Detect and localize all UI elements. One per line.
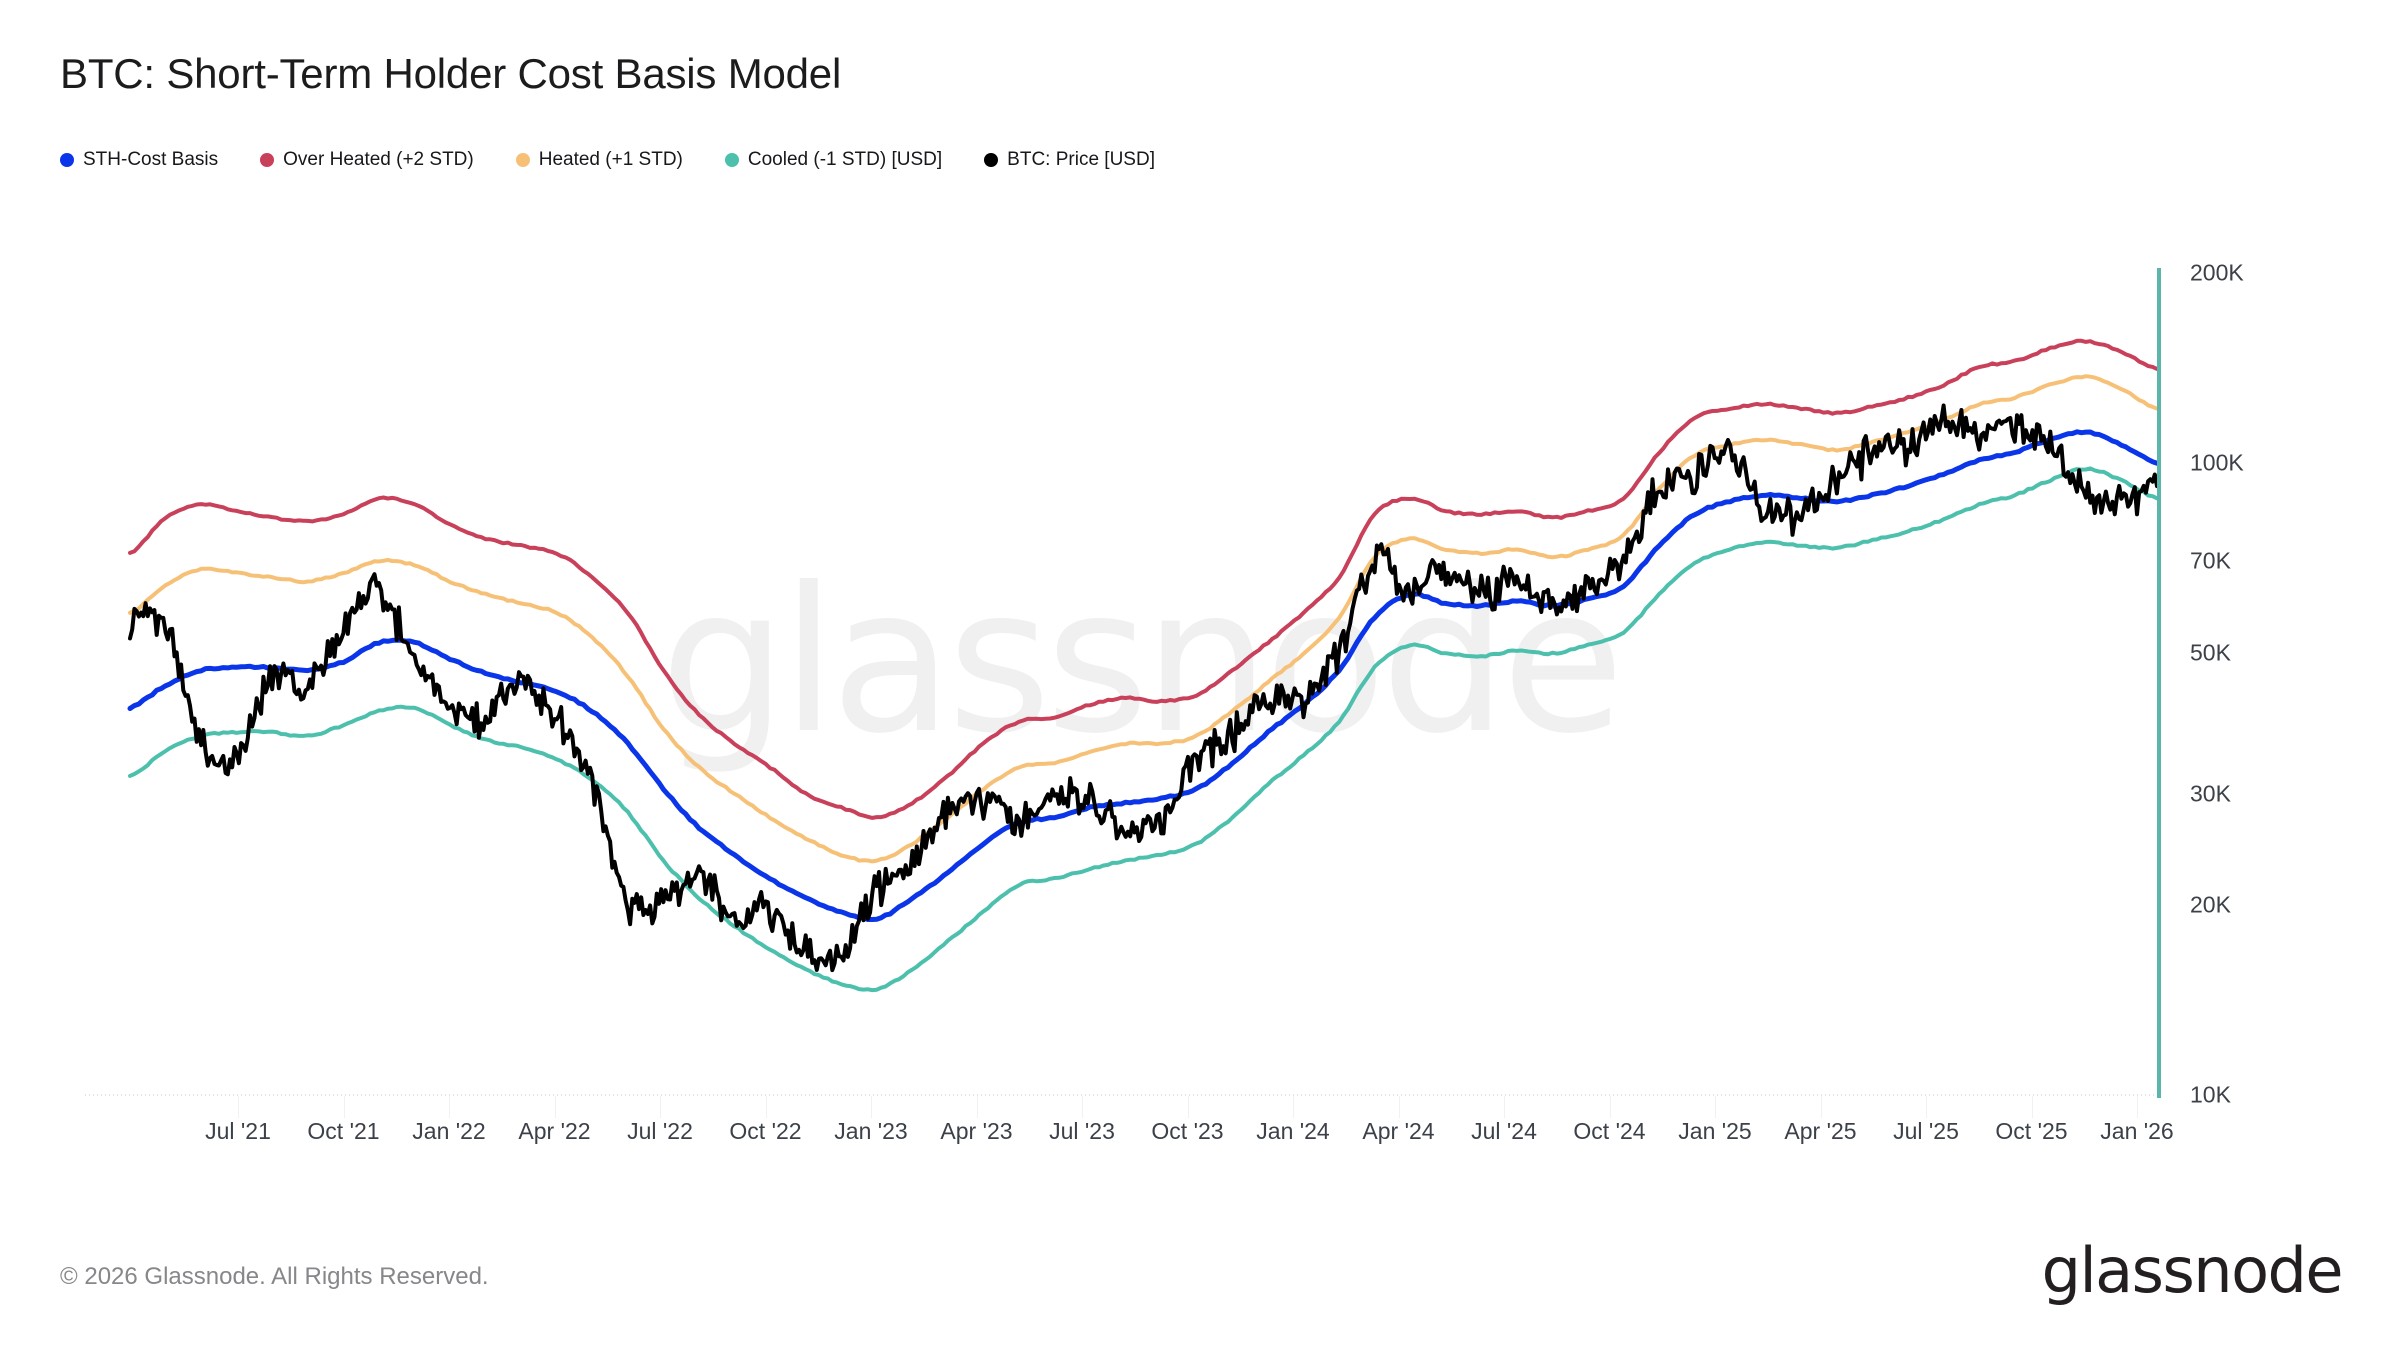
x-axis-tick-label: Jan '22 xyxy=(412,1118,486,1144)
x-axis-tick-label: Jul '23 xyxy=(1049,1118,1115,1144)
y-axis-tick-label: 30K xyxy=(2190,780,2231,807)
y-axis-tick-label: 100K xyxy=(2190,449,2244,476)
x-axis-gridline xyxy=(976,1096,978,1118)
series-line-cooled-1-std-usd xyxy=(128,466,2159,993)
x-axis-gridline xyxy=(1082,1096,1083,1118)
x-axis-gridline xyxy=(1820,1096,1822,1118)
page-title: BTC: Short-Term Holder Cost Basis Model xyxy=(60,50,842,97)
x-axis-gridline xyxy=(449,1096,450,1118)
chart-plot-area[interactable] xyxy=(0,240,2400,1110)
y-axis-tick-label: 70K xyxy=(2190,547,2231,574)
x-axis-gridline xyxy=(2031,1096,2033,1118)
x-axis-tick-label: Jul '25 xyxy=(1893,1118,1959,1144)
x-axis-tick-label: Oct '22 xyxy=(729,1118,802,1144)
legend-item-btc-price[interactable]: BTC: Price [USD] xyxy=(984,150,1155,169)
x-axis-gridline xyxy=(1926,1096,1927,1118)
legend-item-sth-cost-basis[interactable]: STH-Cost Basis xyxy=(60,150,218,169)
y-axis: 200K 100K 70K 50K 30K 20K 10K xyxy=(2190,240,2400,1120)
footer-copyright: © 2026 Glassnode. All Rights Reserved. xyxy=(60,1263,489,1290)
legend-label: STH-Cost Basis xyxy=(83,149,219,170)
x-axis-tick-label: Jul '24 xyxy=(1471,1118,1537,1144)
y-axis-tick-label: 10K xyxy=(2190,1081,2231,1108)
series-line-over-heated-2-std xyxy=(128,338,2159,820)
legend-color-dot-icon xyxy=(260,152,275,167)
legend-item-heated[interactable]: Heated (+1 STD) xyxy=(515,149,683,170)
legend-item-cooled[interactable]: Cooled (-1 STD) [USD] xyxy=(724,149,943,170)
chart-legend: STH-Cost Basis Over Heated (+2 STD) Heat… xyxy=(60,150,1155,169)
y-axis-tick-label: 200K xyxy=(2190,259,2244,286)
legend-item-over-heated[interactable]: Over Heated (+2 STD) xyxy=(260,150,474,169)
x-axis-tick-label: Jan '26 xyxy=(2100,1118,2174,1144)
y-axis-tick-label: 20K xyxy=(2190,891,2231,918)
chart-series-layer xyxy=(127,338,2160,993)
x-axis-gridline xyxy=(343,1096,345,1118)
x-axis-tick-label: Apr '25 xyxy=(1784,1118,1857,1144)
x-axis-tick-label: Oct '23 xyxy=(1151,1118,1224,1144)
x-axis-gridline xyxy=(871,1096,872,1118)
legend-label: Heated (+1 STD) xyxy=(538,149,683,170)
x-axis-gridline xyxy=(1398,1096,1400,1118)
y-axis-line xyxy=(2157,268,2161,1098)
x-axis-tick-label: Jan '23 xyxy=(834,1118,908,1144)
legend-label: Over Heated (+2 STD) xyxy=(283,149,474,170)
legend-label: Cooled (-1 STD) [USD] xyxy=(747,149,943,170)
x-axis-gridline xyxy=(1715,1096,1716,1118)
x-axis-tick-label: Apr '23 xyxy=(940,1118,1013,1144)
glassnode-logo: glassnode xyxy=(2041,1234,2344,1307)
x-axis-gridline xyxy=(2137,1096,2138,1118)
y-axis-tick-label: 50K xyxy=(2190,639,2231,666)
x-axis-tick-label: Jan '24 xyxy=(1256,1118,1330,1144)
x-axis-tick-label: Oct '21 xyxy=(307,1118,380,1144)
x-axis-tick-label: Apr '22 xyxy=(518,1118,591,1144)
x-axis-gridline xyxy=(1609,1096,1611,1118)
x-axis-gridline xyxy=(765,1096,767,1118)
chart-svg xyxy=(85,338,2160,1096)
x-axis-tick-label: Oct '24 xyxy=(1573,1118,1646,1144)
x-axis-gridline xyxy=(1504,1096,1505,1118)
x-axis-tick-label: Jan '25 xyxy=(1678,1118,1752,1144)
x-axis-tick-label: Jul '21 xyxy=(205,1118,271,1144)
x-axis-tick-label: Apr '24 xyxy=(1362,1118,1435,1144)
legend-label: BTC: Price [USD] xyxy=(1007,149,1155,170)
x-axis-gridline xyxy=(238,1096,239,1118)
x-axis-tick-label: Jul '22 xyxy=(627,1118,693,1144)
x-axis-gridline xyxy=(554,1096,556,1118)
series-line-heated-1-std xyxy=(128,374,2159,864)
legend-color-dot-icon xyxy=(60,152,74,167)
x-axis-gridline xyxy=(660,1096,661,1118)
series-line-btc-price-usd xyxy=(128,403,2159,973)
legend-color-dot-icon xyxy=(515,152,530,167)
legend-color-dot-icon xyxy=(724,152,739,167)
x-axis-gridline xyxy=(1187,1096,1189,1118)
x-axis: Jul '21 Oct '21 Jan '22 Apr '22 Jul '22 Oct '… xyxy=(0,1096,2400,1164)
legend-color-dot-icon xyxy=(984,152,999,167)
x-axis-gridline xyxy=(1293,1096,1294,1118)
x-axis-tick-label: Oct '25 xyxy=(1995,1118,2068,1144)
